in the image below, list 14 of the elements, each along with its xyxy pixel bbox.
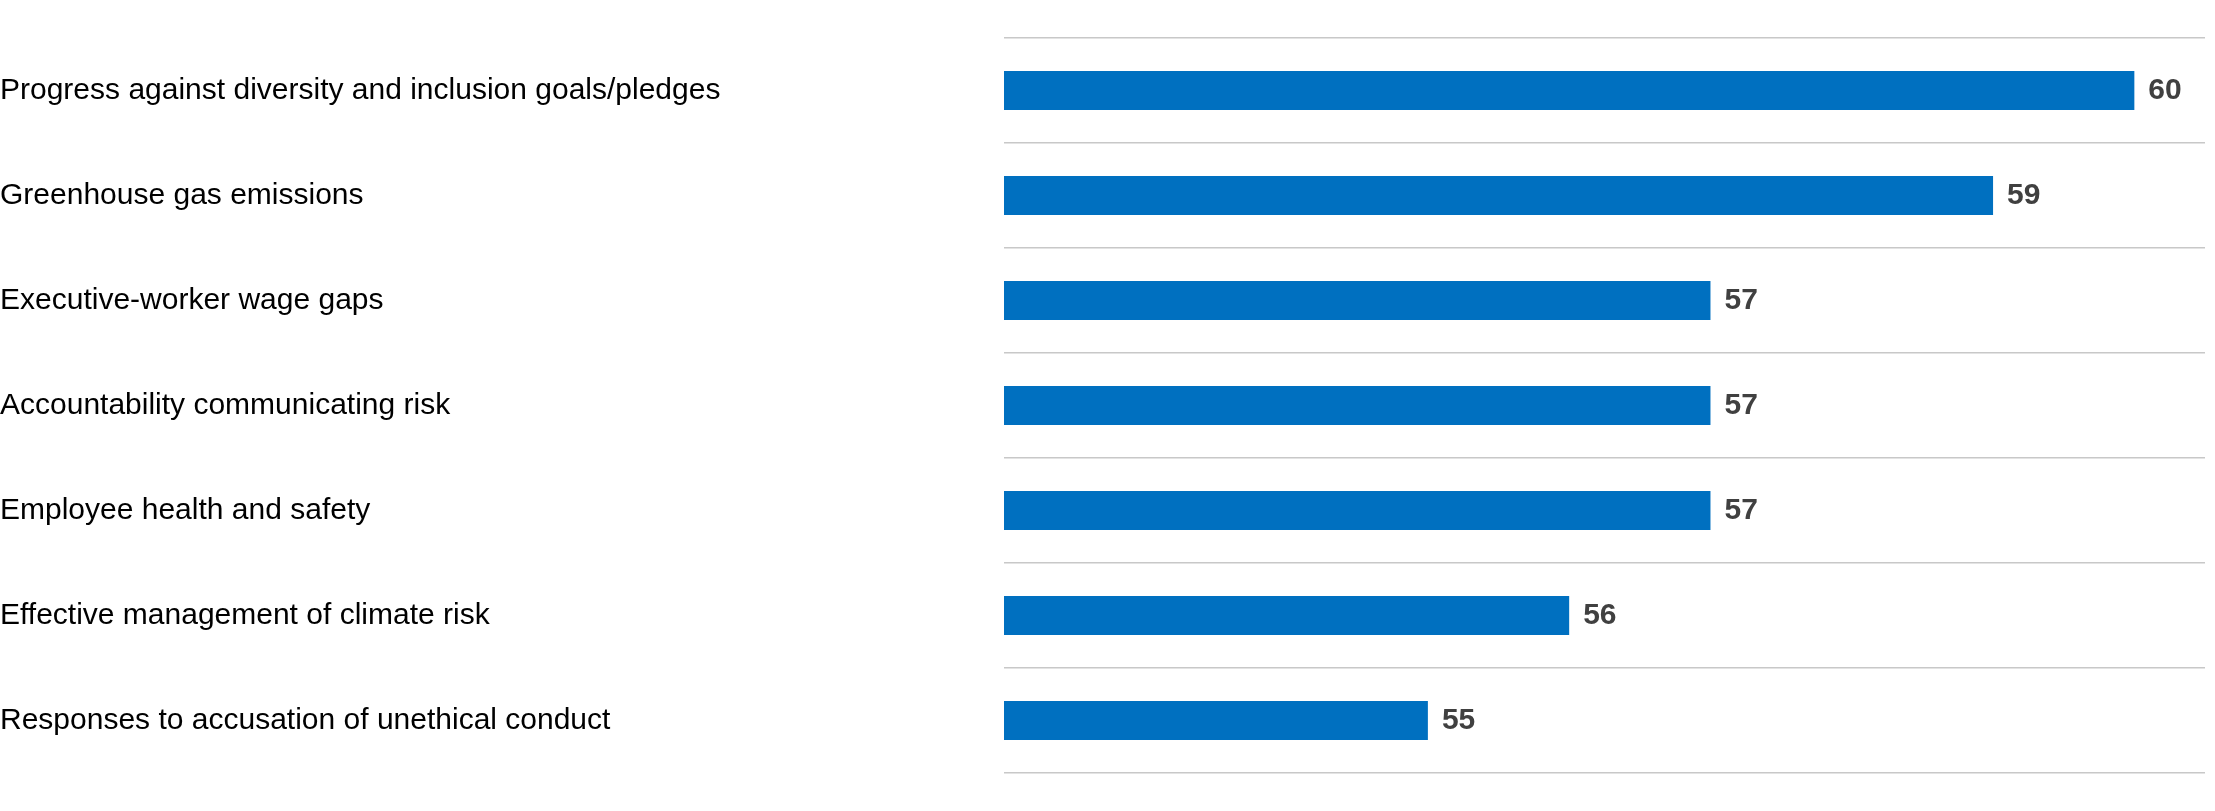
data-label: 60: [2148, 71, 2182, 105]
y-tick-label: Effective management of climate risk: [0, 596, 491, 630]
data-label: 55: [1441, 701, 1476, 735]
data-label: 57: [1724, 386, 1758, 420]
y-tick-label: Accountability communicating risk: [0, 386, 452, 420]
data-label: 56: [1583, 596, 1617, 630]
y-tick-label: Executive-worker wage gaps: [0, 281, 384, 315]
y-tick-label: Greenhouse gas emissions: [0, 176, 364, 210]
y-tick-label: Employee health and safety: [0, 491, 371, 525]
y-tick-label: Responses to accusation of unethical conduct: [0, 701, 612, 735]
data-label: 59: [2007, 176, 2041, 210]
data-label: 57: [1724, 281, 1758, 315]
y-tick-label: Progress against diversity and inclusion goals/pledges: [0, 71, 721, 105]
data-label: 57: [1724, 491, 1758, 525]
